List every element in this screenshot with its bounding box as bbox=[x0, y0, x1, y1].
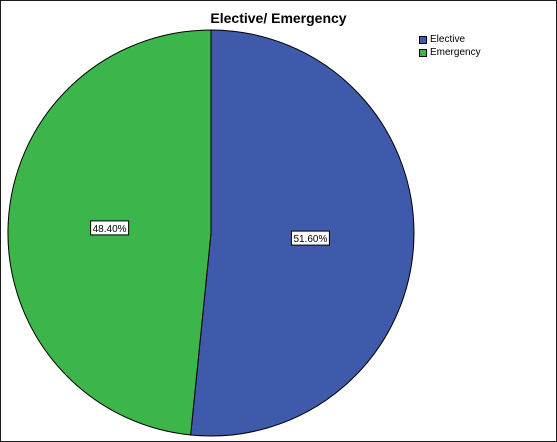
data-label-box-emergency bbox=[90, 220, 130, 236]
chart-title: Elective/ Emergency bbox=[210, 10, 347, 26]
legend-label-elective: Elective bbox=[430, 34, 466, 45]
legend-item-emergency: Emergency bbox=[419, 47, 481, 59]
legend-swatch-emergency bbox=[419, 49, 427, 57]
data-label-text-emergency: 48.40% bbox=[93, 224, 127, 235]
data-label-box-elective bbox=[290, 230, 330, 246]
data-label-emergency: 48.40% bbox=[90, 220, 130, 236]
data-label-elective: 51.60% bbox=[290, 230, 330, 246]
legend-item-elective: Elective bbox=[419, 34, 481, 46]
legend-label-emergency: Emergency bbox=[430, 47, 481, 58]
data-label-text-elective: 51.60% bbox=[293, 234, 327, 245]
chart-legend: Elective Emergency bbox=[419, 34, 481, 60]
legend-swatch-elective bbox=[419, 36, 427, 44]
